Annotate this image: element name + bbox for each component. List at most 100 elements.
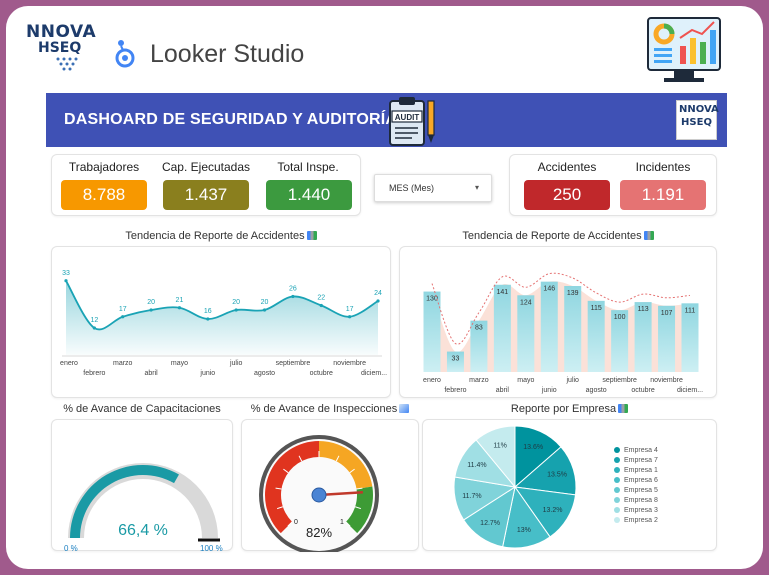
banner-logo: NNOVA HSEQ [676, 100, 719, 140]
data-label: 33 [62, 270, 70, 277]
insp-gauge-title: % de Avance de Inspecciones [241, 403, 419, 415]
legend-swatch [614, 507, 620, 513]
data-point [291, 294, 295, 299]
legend-item[interactable]: Empresa 5 [614, 485, 658, 495]
bar-label: 124 [520, 299, 532, 306]
bar [493, 284, 511, 372]
legend-swatch [614, 487, 620, 493]
x-tick-label: diciem... [677, 387, 703, 394]
x-tick-label: septiembre [276, 360, 311, 367]
pie-slice-label: 13% [517, 527, 531, 534]
bar [540, 281, 558, 372]
x-tick-label: marzo [469, 377, 489, 384]
bar-label: 146 [543, 286, 555, 293]
insp-gauge: 0 1 82% [259, 435, 379, 555]
kpi-value-total-inspe: 1.440 [266, 180, 352, 210]
gauge-zone-green [345, 486, 373, 534]
legend-item[interactable]: Empresa 6 [614, 475, 658, 485]
data-label: 12 [90, 317, 98, 324]
data-point [262, 308, 267, 312]
data-label: 20 [147, 299, 155, 306]
chart-icon [306, 231, 317, 240]
gauge-value: 66,4 % [118, 522, 168, 539]
legend-item[interactable]: Empresa 3 [614, 505, 658, 515]
pie-chart-title: Reporte por Empresa [422, 403, 717, 415]
kpi-value-trabajadores: 8.788 [61, 180, 147, 210]
kpi-value-incidentes: 1.191 [620, 180, 706, 210]
data-label: 26 [289, 286, 297, 293]
kpi-card-right: Accidentes 250 Incidentes 1.191 [509, 154, 717, 216]
legend-label: Empresa 7 [624, 456, 658, 464]
data-label: 20 [261, 299, 269, 306]
kpi-value-accidentes: 250 [524, 180, 610, 210]
bar [681, 303, 699, 372]
pie-chart: 13.6% 13.5% 13.2% 13% 12.7% 11.7% 11.4% 11% [453, 425, 577, 549]
gauge-tick [335, 455, 340, 462]
x-tick-label: agosto [254, 370, 275, 377]
bar [470, 320, 488, 372]
legend-label: Empresa 6 [624, 476, 658, 484]
bar-label: 33 [452, 356, 460, 363]
legend-item[interactable]: Empresa 1 [614, 465, 658, 475]
bar-label: 107 [661, 310, 673, 317]
data-label: 16 [204, 308, 212, 315]
kpi-label-accidentes: Accidentes [537, 160, 597, 174]
insp-gauge-card: 0 1 82% [241, 419, 419, 555]
data-label: 21 [176, 297, 184, 304]
data-label: 20 [232, 299, 240, 306]
data-point [92, 326, 96, 330]
month-filter-dropdown[interactable]: MES (Mes) ▾ [374, 174, 492, 202]
legend-label: Empresa 4 [624, 446, 658, 454]
x-tick-label: noviembre [333, 360, 366, 367]
pie-slice-label: 11% [493, 443, 507, 450]
legend-item[interactable]: Empresa 2 [614, 515, 658, 525]
bar-label: 100 [614, 314, 626, 321]
legend-swatch [614, 467, 620, 473]
kpi-label-trabajadores: Trabajadores [68, 160, 140, 174]
gauge-tick [349, 468, 355, 474]
bar [564, 285, 582, 372]
legend-item[interactable]: Empresa 4 [614, 445, 658, 455]
bar [658, 305, 676, 372]
gauge-tick [276, 506, 284, 510]
data-point [177, 306, 182, 310]
bar [517, 295, 535, 372]
brand-logo-line1: NNOVA [26, 22, 97, 42]
gauge-max-label: 1 [340, 519, 344, 526]
looker-logo-icon [115, 40, 135, 68]
legend-swatch [614, 497, 620, 503]
legend-label: Empresa 2 [624, 516, 658, 524]
cap-gauge-card: 66,4 % 0 % 100 % [51, 419, 233, 553]
x-tick-label: septiembre [602, 377, 637, 384]
bar [423, 291, 441, 372]
x-tick-label: agosto [586, 387, 607, 394]
app-name: Looker Studio [150, 39, 305, 68]
bar [611, 310, 629, 372]
x-tick-label: octubre [631, 387, 654, 394]
gauge-fill [70, 464, 179, 538]
brand-logo: NNOVA HSEQ [26, 22, 102, 84]
chart-icon [643, 231, 654, 240]
bar-label: 113 [638, 306, 649, 313]
legend-item[interactable]: Empresa 8 [614, 495, 658, 505]
kpi-label-cap-ejecutadas: Cap. Ejecutadas [161, 160, 251, 174]
gauge-tick [287, 521, 293, 527]
data-label: 22 [317, 295, 325, 302]
legend-item[interactable]: Empresa 7 [614, 455, 658, 465]
legend-swatch [614, 447, 620, 453]
data-point [64, 279, 68, 283]
looker-studio-brand: Looker Studio [112, 36, 304, 72]
dashboard-frame: NNOVA HSEQ Looker Studio [6, 6, 763, 569]
data-label: 24 [374, 290, 382, 297]
x-tick-label: febrero [444, 387, 466, 394]
legend-label: Empresa 5 [624, 486, 658, 494]
data-point [121, 315, 125, 319]
data-point [348, 315, 352, 319]
chart-icon [618, 404, 629, 413]
legend-swatch [614, 477, 620, 483]
x-tick-label: junio [541, 387, 557, 394]
data-point [376, 299, 380, 303]
trend-line [431, 272, 691, 345]
pie-slice-label: 11.4% [467, 462, 486, 469]
bar [446, 351, 464, 372]
